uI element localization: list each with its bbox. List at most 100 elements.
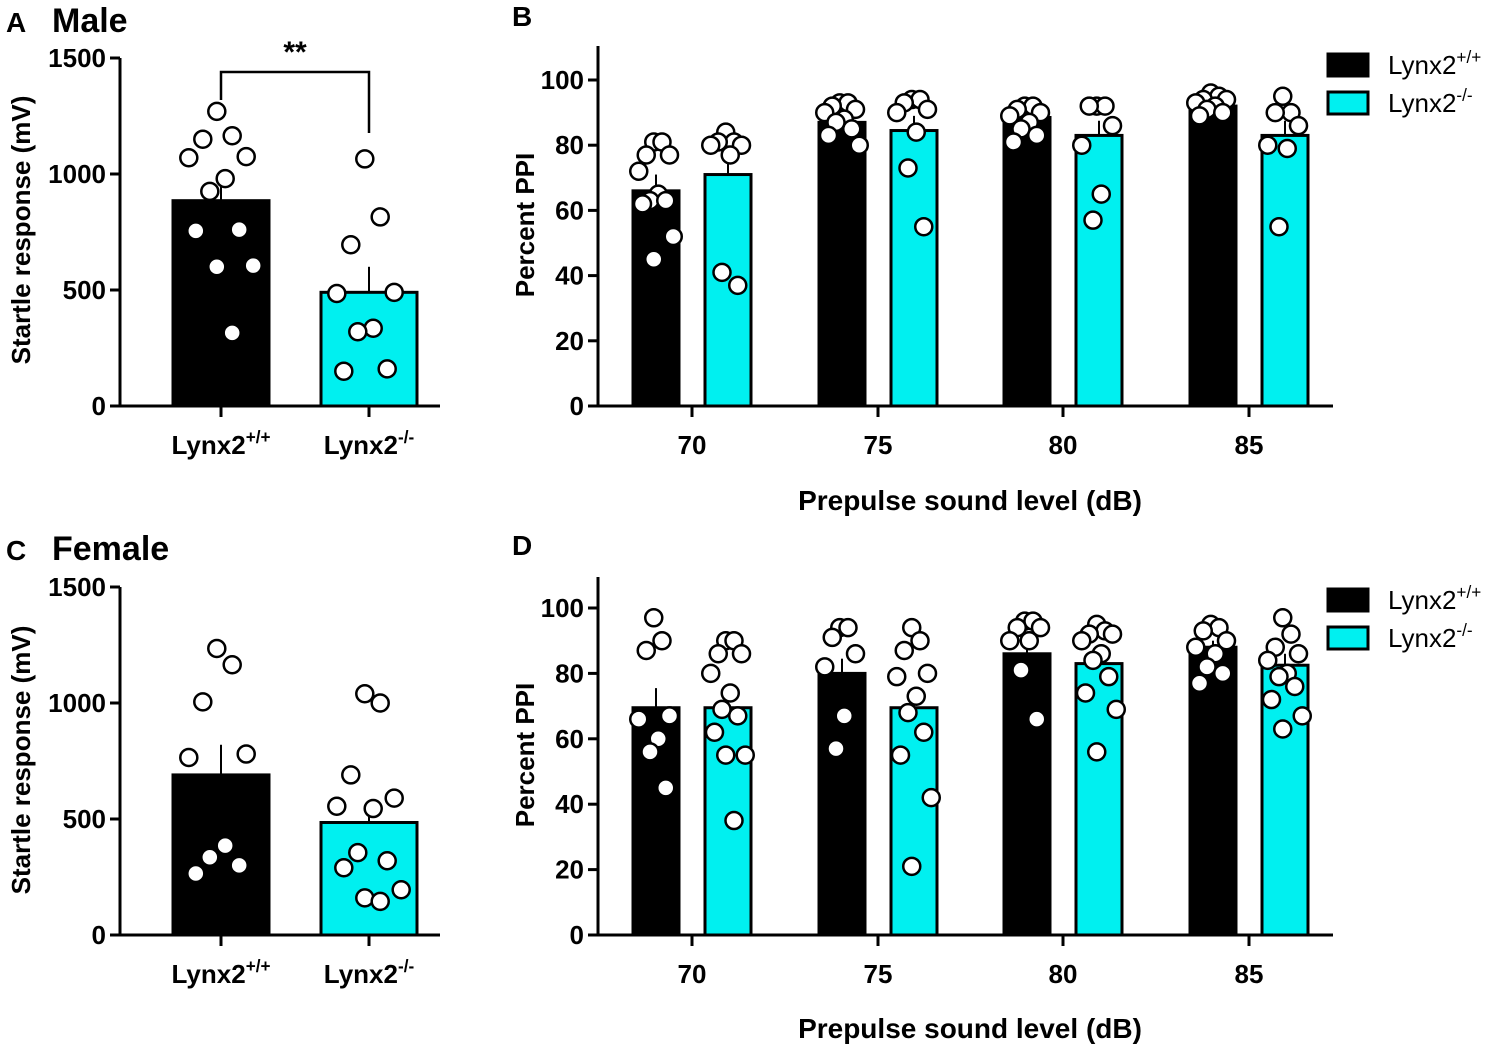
bar — [1002, 652, 1052, 937]
data-point — [243, 255, 263, 276]
x-tick-label: 80 — [1049, 430, 1078, 460]
data-point — [898, 158, 918, 178]
data-point — [207, 101, 227, 122]
data-point — [1265, 102, 1285, 123]
x-tick-label: 75 — [864, 959, 893, 989]
x-tick-label-sup: +/+ — [246, 427, 271, 447]
data-point — [1091, 184, 1111, 204]
data-point — [629, 161, 649, 182]
x-tick-label-base: Lynx2 — [172, 430, 246, 460]
bar — [889, 129, 939, 408]
data-point — [1273, 608, 1293, 628]
data-point — [215, 835, 235, 856]
panel-C: C Female 0 500 1000 1500 Startle response (mV)… — [6, 530, 440, 989]
data-point — [1277, 138, 1297, 159]
data-point — [712, 262, 732, 283]
y-tick-label: 40 — [555, 789, 584, 819]
data-point — [701, 135, 721, 155]
data-point — [917, 99, 938, 120]
legend-swatch — [1326, 625, 1370, 651]
x-axis-title: Prepulse sound level (dB) — [798, 1013, 1142, 1044]
panel-D: D 0 20 40 60 80 100 Percent PPI Prepulse sound l… — [510, 530, 1481, 1044]
x-tick-label-base: Lynx2 — [172, 959, 246, 989]
data-point — [363, 798, 383, 819]
data-point — [1099, 666, 1119, 687]
panel-letter: C — [6, 535, 26, 566]
data-point — [728, 706, 748, 726]
bar — [631, 189, 681, 408]
data-point — [1292, 706, 1312, 726]
panel-letter: D — [512, 530, 532, 561]
data-point — [652, 630, 672, 651]
x-tick-label-sup: -/- — [398, 427, 414, 447]
data-point — [186, 863, 206, 884]
data-point — [1027, 709, 1047, 729]
bar — [1002, 115, 1052, 408]
data-point — [917, 663, 938, 684]
data-point — [236, 146, 256, 167]
panel-title: Female — [52, 530, 169, 568]
data-point — [1102, 624, 1123, 644]
panel-title: Male — [52, 2, 128, 40]
data-point — [659, 706, 680, 726]
data-point — [200, 847, 220, 868]
data-point — [1019, 630, 1039, 651]
data-point — [728, 275, 748, 296]
legend-swatch — [1326, 90, 1370, 116]
data-point — [902, 856, 922, 877]
x-tick-label: 70 — [678, 959, 707, 989]
data-point — [355, 149, 375, 169]
data-point — [914, 722, 934, 743]
data-point — [656, 778, 676, 798]
data-point — [914, 216, 934, 237]
data-point — [1216, 630, 1237, 651]
x-tick-label: 85 — [1235, 959, 1264, 989]
data-point — [890, 745, 911, 765]
data-point — [236, 744, 256, 764]
y-tick-label: 100 — [541, 65, 584, 95]
data-point — [1075, 683, 1096, 703]
data-point — [1273, 719, 1293, 739]
data-point — [712, 699, 732, 720]
data-point — [341, 235, 361, 255]
x-tick-label: Lynx2+/+ — [172, 427, 271, 460]
data-point — [834, 706, 854, 726]
data-point — [1189, 673, 1210, 693]
data-point — [632, 194, 653, 214]
y-tick-label: 80 — [555, 658, 584, 688]
x-tick-label: 80 — [1049, 959, 1078, 989]
data-point — [1003, 132, 1024, 152]
panel-letter: A — [6, 7, 26, 38]
data-point — [1087, 742, 1107, 762]
bar — [1188, 645, 1238, 937]
legend-label-sup: +/+ — [1456, 47, 1481, 67]
data-point — [636, 145, 656, 165]
legend-swatch — [1326, 587, 1370, 613]
x-tick-label: 70 — [678, 430, 707, 460]
y-tick-label: 0 — [570, 391, 584, 421]
data-point — [334, 857, 354, 878]
legend-label: Lynx2+/+ — [1388, 47, 1481, 80]
data-point — [887, 666, 907, 687]
x-tick-label-sup: -/- — [398, 956, 414, 976]
data-point — [845, 644, 866, 664]
x-tick-label: Lynx2+/+ — [172, 956, 271, 989]
data-point — [370, 693, 390, 713]
legend-label: Lynx2-/- — [1388, 620, 1473, 653]
data-point — [215, 168, 235, 189]
data-point — [1030, 617, 1051, 638]
panel-B: B 0 20 40 60 80 100 Percent PPI Prepulse sound l… — [510, 1, 1481, 516]
legend-label: Lynx2+/+ — [1388, 582, 1481, 615]
data-point — [894, 640, 914, 661]
data-point — [720, 145, 740, 165]
data-point — [334, 361, 354, 381]
panel-letter: B — [512, 1, 532, 32]
data-point — [640, 742, 660, 762]
y-tick-label: 0 — [92, 391, 106, 421]
data-point — [1083, 650, 1103, 671]
data-point — [355, 683, 375, 704]
data-point — [391, 880, 411, 900]
legend-label-base: Lynx2 — [1388, 50, 1456, 80]
data-point — [1213, 102, 1233, 123]
